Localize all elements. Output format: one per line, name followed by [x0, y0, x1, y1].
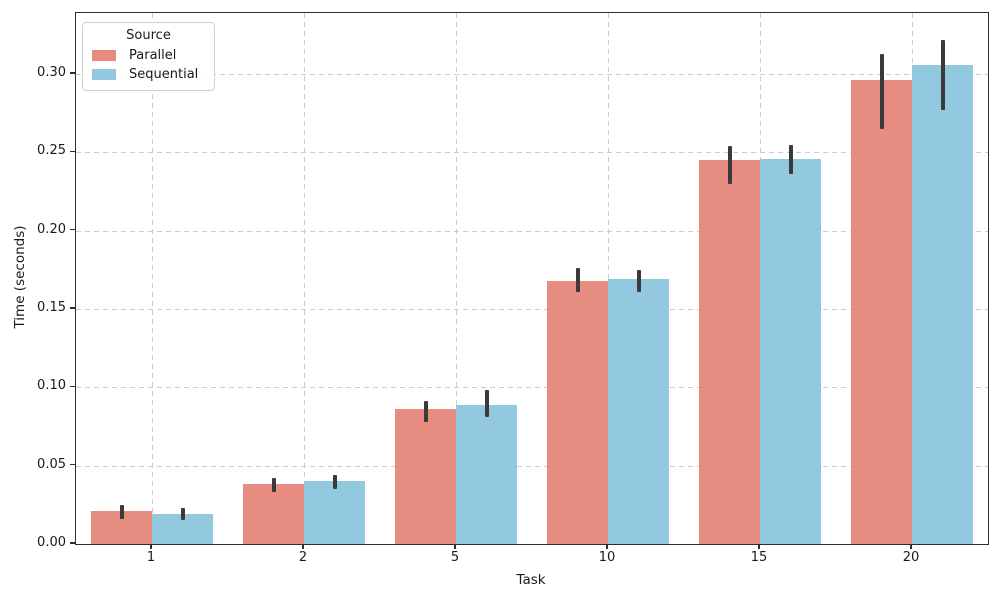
- legend-label-sequential: Sequential: [129, 67, 199, 82]
- parallel-color-swatch-icon: [92, 50, 116, 61]
- horizontal-gridline: [76, 230, 988, 232]
- y-tick-label: 0.20: [37, 221, 66, 237]
- x-tick-mark: [150, 544, 152, 549]
- sequential-color-swatch-icon: [92, 69, 116, 80]
- x-tick-mark: [302, 544, 304, 549]
- x-tick-label: 20: [902, 550, 920, 565]
- plot-area: Source Parallel Sequential: [75, 12, 989, 545]
- x-tick-mark: [606, 544, 608, 549]
- bar-parallel-task-5: [395, 409, 456, 544]
- errorbar-sequential-task-2: [332, 475, 337, 490]
- legend: Source Parallel Sequential: [82, 22, 215, 91]
- errorbar-parallel-task-2: [271, 478, 276, 493]
- y-tick-label: 0.10: [37, 378, 66, 394]
- horizontal-gridline: [76, 309, 988, 311]
- bar-sequential-task-2: [304, 481, 365, 544]
- y-tick-mark: [70, 229, 75, 231]
- errorbar-sequential-task-15: [788, 144, 793, 175]
- x-tick-label: 2: [298, 550, 308, 565]
- bar-sequential-task-15: [760, 158, 821, 544]
- horizontal-gridline: [76, 74, 988, 76]
- x-tick-label: 15: [750, 550, 768, 565]
- y-tick-mark: [70, 463, 75, 466]
- x-tick-label: 5: [450, 550, 460, 565]
- x-tick-mark: [454, 544, 456, 549]
- legend-item-parallel: Parallel: [92, 48, 205, 63]
- y-tick-label: 0.15: [37, 300, 66, 316]
- bar-sequential-task-20: [912, 64, 973, 544]
- y-tick-label: 0.25: [37, 143, 66, 159]
- legend-item-sequential: Sequential: [92, 67, 205, 82]
- bar-parallel-task-2: [243, 484, 304, 544]
- horizontal-gridline: [76, 152, 988, 154]
- bar-parallel-task-20: [851, 80, 912, 544]
- legend-label-parallel: Parallel: [129, 48, 177, 63]
- x-axis-label: Task: [516, 572, 546, 588]
- bar-sequential-task-5: [456, 404, 517, 544]
- y-tick-label: 0.00: [37, 535, 66, 550]
- vertical-gridline: [608, 13, 609, 544]
- errorbar-sequential-task-1: [180, 507, 185, 521]
- legend-title: Source: [126, 28, 171, 43]
- horizontal-gridline: [76, 387, 988, 389]
- errorbar-sequential-task-5: [484, 390, 489, 418]
- errorbar-sequential-task-20: [940, 39, 945, 111]
- errorbar-parallel-task-20: [879, 53, 884, 129]
- x-tick-label: 10: [598, 550, 616, 565]
- bar-parallel-task-15: [699, 160, 760, 544]
- bar-parallel-task-10: [547, 280, 608, 544]
- horizontal-gridline: [76, 465, 988, 467]
- vertical-gridline: [304, 13, 305, 544]
- y-tick-mark: [70, 72, 75, 74]
- y-tick-mark: [70, 385, 75, 388]
- errorbar-sequential-task-10: [636, 269, 641, 292]
- y-tick-label: 0.30: [37, 65, 66, 81]
- x-tick-label: 1: [146, 550, 156, 565]
- y-tick-mark: [70, 542, 75, 544]
- vertical-gridline: [456, 13, 457, 544]
- y-tick-label: 0.05: [37, 456, 66, 472]
- errorbar-parallel-task-5: [423, 401, 428, 422]
- x-tick-mark: [910, 544, 912, 549]
- errorbar-parallel-task-10: [575, 268, 580, 292]
- vertical-gridline: [152, 13, 153, 544]
- errorbar-parallel-task-15: [727, 146, 732, 184]
- x-tick-mark: [758, 544, 760, 549]
- y-tick-mark: [70, 307, 75, 309]
- bar-sequential-task-10: [608, 279, 669, 544]
- y-tick-mark: [70, 150, 75, 153]
- errorbar-parallel-task-1: [119, 504, 124, 519]
